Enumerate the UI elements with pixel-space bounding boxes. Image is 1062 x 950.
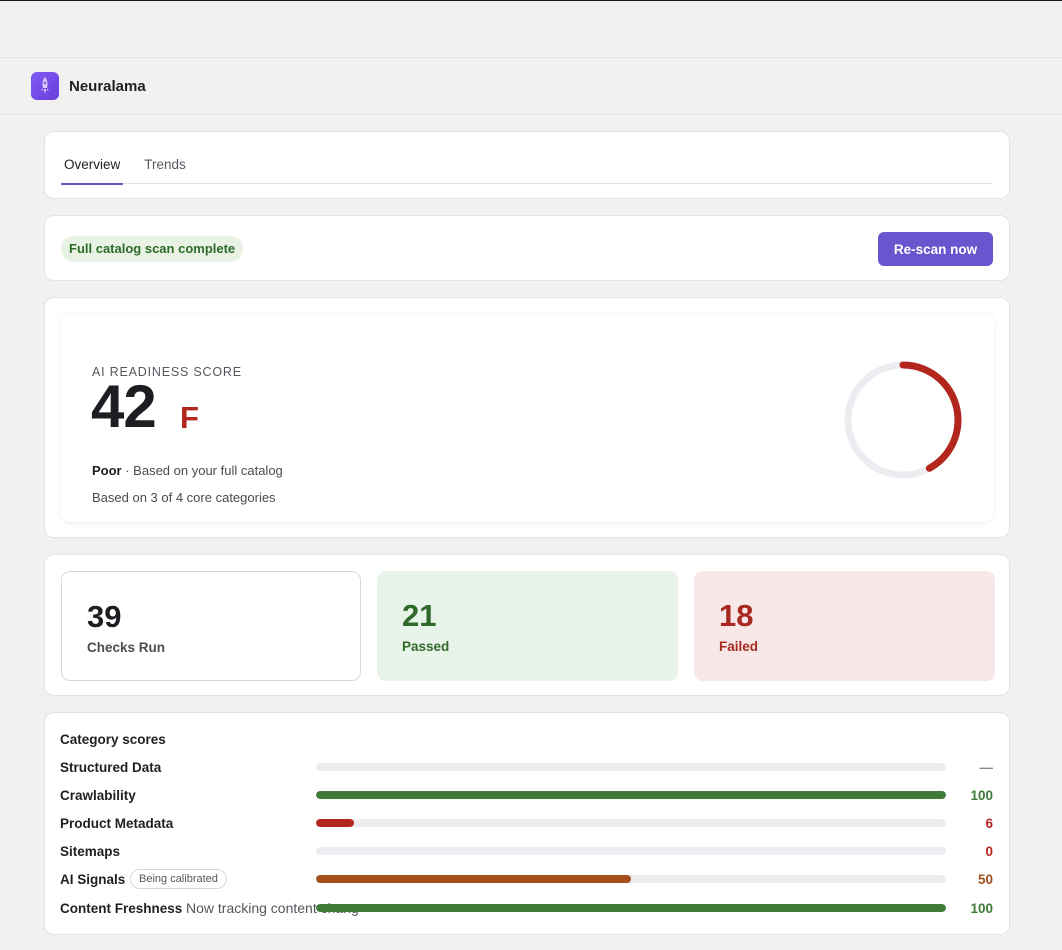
- category-bar-fill: [316, 791, 946, 799]
- category-bar-fill: [316, 875, 631, 883]
- category-row: Crawlability 100: [60, 785, 993, 805]
- score-basis: Based on 3 of 4 core categories: [92, 490, 276, 505]
- checks-run-value: 39: [87, 599, 122, 634]
- category-score: 50: [977, 872, 993, 887]
- category-row: Sitemaps 0: [60, 841, 993, 861]
- score-rating-note: · Based on your full catalog: [121, 463, 283, 478]
- checks-run-tile: 39 Checks Run: [61, 571, 361, 681]
- category-name: Sitemaps: [60, 844, 121, 859]
- failed-label: Failed: [719, 639, 759, 654]
- category-row: Product Metadata 6: [60, 813, 993, 833]
- category-name: Content Freshness: [60, 901, 183, 916]
- category-score: 0: [985, 844, 993, 859]
- passed-value: 21: [402, 598, 437, 633]
- window-top-border: [0, 0, 1062, 1]
- scan-status-card: Full catalog scan complete Re-scan now: [44, 215, 1010, 281]
- category-score: —: [979, 760, 994, 775]
- category-score: 100: [970, 901, 993, 916]
- category-name: Crawlability: [60, 788, 136, 803]
- category-bar-track: [316, 763, 946, 771]
- category-bar-track: [316, 904, 946, 912]
- category-bar-fill: [316, 904, 946, 912]
- category-score: 6: [985, 816, 993, 831]
- tab-trends[interactable]: Trends: [144, 157, 186, 172]
- failed-tile: 18 Failed: [694, 571, 995, 681]
- category-bar-track: [316, 791, 946, 799]
- score-rating: Poor · Based on your full catalog: [92, 463, 283, 478]
- score-section: AI READINESS SCORE 42 F Poor · Based on …: [44, 297, 1010, 538]
- category-name: Structured Data: [60, 760, 162, 775]
- rescan-button[interactable]: Re-scan now: [878, 232, 993, 266]
- category-name: Product Metadata: [60, 816, 174, 831]
- score-ring: [844, 361, 962, 479]
- category-scores-title: Category scores: [60, 732, 166, 747]
- category-bar-track: [316, 847, 946, 855]
- category-bar-track: [316, 875, 946, 883]
- category-row: Structured Data —: [60, 757, 993, 777]
- score-ring-arc: [844, 361, 962, 479]
- category-score: 100: [970, 788, 993, 803]
- tabs-card: Overview Trends: [44, 131, 1010, 199]
- category-name: AI Signals: [60, 872, 126, 887]
- checks-run-label: Checks Run: [87, 640, 166, 655]
- passed-tile: 21 Passed: [377, 571, 678, 681]
- category-scores-card: Category scores Structured Data — Crawla…: [44, 712, 1010, 935]
- app-name: Neuralama: [69, 77, 146, 95]
- score-label: AI READINESS SCORE: [92, 365, 242, 379]
- category-row: Content Freshness Now tracking content c…: [60, 898, 993, 918]
- category-bar-fill: [316, 819, 354, 827]
- score-rating-label: Poor: [92, 463, 122, 478]
- checks-summary-card: 39 Checks Run 21 Passed 18 Failed: [44, 554, 1010, 696]
- passed-label: Passed: [402, 639, 450, 654]
- score-grade: F: [180, 400, 199, 435]
- rocket-icon[interactable]: [31, 72, 59, 100]
- tab-bar: Overview Trends: [61, 132, 993, 185]
- failed-value: 18: [719, 598, 754, 633]
- tab-overview[interactable]: Overview: [61, 132, 124, 185]
- category-note: Now tracking content chang: [186, 900, 359, 916]
- scan-status-badge: Full catalog scan complete: [61, 236, 244, 262]
- score-card: AI READINESS SCORE 42 F Poor · Based on …: [61, 314, 994, 522]
- category-row: AI Signals Being calibrated 50: [60, 869, 993, 889]
- score-value: 42: [91, 373, 157, 440]
- calibration-badge: Being calibrated: [130, 869, 227, 889]
- category-bar-track: [316, 819, 946, 827]
- app-header: Neuralama: [0, 57, 1062, 115]
